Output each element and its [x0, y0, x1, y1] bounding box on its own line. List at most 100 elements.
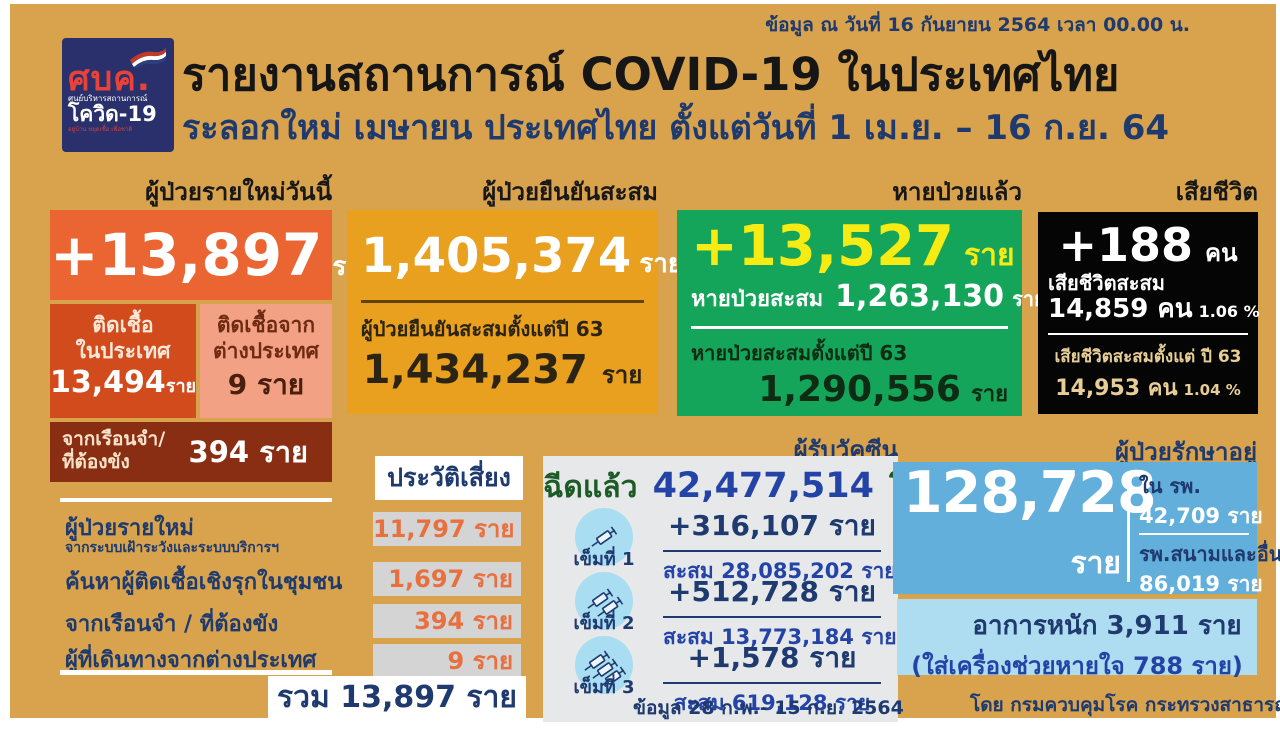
gold-background-panel: ข้อมูล ณ วันที่ 16 กันยายน 2564 เวลา 00.…: [10, 4, 1280, 722]
abroad-label-2: ต่างประเทศ: [213, 339, 319, 363]
dose2-numbers: +512,728 ราย สะสม 13,773,184 ราย: [663, 570, 897, 654]
dose1-label: เข็มที่ 1: [573, 549, 635, 570]
deaths-cum-label: เสียชีวิตสะสม: [1048, 271, 1165, 295]
vaccine-given-label: ฉีดแล้ว: [543, 470, 638, 505]
page-subtitle: ระลอกใหม่ เมษายน ประเทศไทย ตั้งแต่วันที่…: [182, 108, 1170, 148]
new-cases-label: ผู้ป่วยรายใหม่วันนี้: [145, 178, 332, 206]
prison-infections-box: จากเรือนจำ/ ที่ต้องขัง 394 ราย: [50, 422, 332, 482]
divider: [1048, 333, 1248, 335]
treating-value: 128,728: [903, 460, 1157, 526]
divider: [60, 498, 332, 502]
page-title: รายงานสถานการณ์ COVID-19 ในประเทศไทย: [182, 48, 1120, 101]
recovered-cum-value: 1,263,130: [835, 279, 1005, 314]
risk-row-label: จากเรือนจำ / ที่ต้องขัง: [65, 612, 279, 637]
domestic-value: 13,494: [50, 365, 166, 400]
dose3-numbers: +1,578 ราย สะสม 619,128 ราย: [663, 636, 881, 720]
cumulative-label: ผู้ป่วยยืนยันสะสม: [482, 178, 658, 206]
vaccine-panel: ฉีดแล้ว 42,477,514 โดส เข็มที่ 1 +316,10…: [543, 456, 939, 722]
field-hospital-value: 86,019 ราย: [1139, 572, 1263, 596]
abroad-infections-box: ติดเชื้อจาก ต่างประเทศ 9 ราย: [200, 304, 332, 418]
deaths-since63-pct: 1.04 %: [1183, 381, 1241, 399]
dose1-numbers: +316,107 ราย สะสม 28,085,202 ราย: [663, 504, 897, 588]
recovered-unit: ราย: [964, 238, 1015, 273]
dose1-cum: สะสม 28,085,202 ราย: [663, 559, 897, 583]
dose2-label: เข็มที่ 2: [573, 613, 635, 634]
treating-unit: ราย: [1070, 546, 1121, 581]
recovered-label: หายป่วยแล้ว: [892, 178, 1022, 206]
severe-cases-panel: อาการหนัก 3,911 ราย (ใส่เครื่องช่วยหายใจ…: [897, 599, 1257, 680]
domestic-unit: ราย: [165, 376, 197, 397]
thai-flag-ribbon-icon: [130, 48, 166, 68]
vaccine-given-value: 42,477,514: [652, 466, 874, 506]
risk-total: รวม 13,897 ราย: [268, 676, 526, 720]
recovered-since63-unit: ราย: [970, 382, 1008, 407]
domestic-label-1: ติดเชื้อ: [92, 313, 154, 337]
dose1-new: +316,107 ราย: [663, 504, 881, 552]
dose3-label: เข็มที่ 3: [573, 677, 635, 698]
credit-line: โดย กรมควบคุมโรค กระทรวงสาธารณสุข: [970, 694, 1280, 716]
cumulative-unit: ราย: [639, 249, 684, 279]
logo-abbr: ศบค.: [68, 59, 151, 99]
risk-row-label: ผู้ป่วยรายใหม่: [65, 516, 194, 541]
dose3-circle: [575, 636, 633, 694]
domestic-label-2: ในประเทศ: [75, 339, 171, 363]
ventilator-line: (ใส่เครื่องช่วยหายใจ 788 ราย): [911, 652, 1243, 680]
domestic-infections-box: ติดเชื้อ ในประเทศ 13,494ราย: [50, 304, 196, 418]
risk-row-label: ผู้ที่เดินทางจากต่างประเทศ: [65, 648, 317, 673]
risk-row-value: 1,697 ราย: [373, 562, 521, 596]
dose3-new: +1,578 ราย: [663, 636, 881, 684]
new-cases-value: +13,897: [50, 221, 323, 289]
treating-breakdown: ใน รพ. 42,709 ราย รพ.สนามและอื่นๆ 86,019…: [1139, 470, 1280, 598]
prison-label-2: ที่ต้องขัง: [62, 451, 130, 473]
divider: [1139, 533, 1249, 535]
logo-tagline: อยู่บ้าน หยุดเชื้อ เพื่อชาติ: [68, 126, 133, 133]
abroad-value: 9 ราย: [227, 368, 305, 401]
field-hospital-label: รพ.สนามและอื่นๆ: [1139, 542, 1280, 566]
recovered-since63-value: 1,290,556: [758, 369, 961, 410]
deaths-value: +188: [1058, 218, 1194, 272]
ccsa-logo: ศบค. ศูนย์บริหารสถานการณ์ โควิด-19 อยู่บ…: [62, 38, 174, 152]
vaccine-period-note: ข้อมูล 28 ก.พ.- 15 ก.ย. 2564: [633, 697, 904, 719]
recovered-value: +13,527: [691, 214, 955, 279]
risk-row-value: 11,797 ราย: [373, 512, 521, 546]
dose2-circle: [575, 572, 633, 630]
cumulative-since63-label: ผู้ป่วยยืนยันสะสมตั้งแต่ปี 63: [361, 317, 604, 341]
cumulative-value: 1,405,374: [361, 228, 632, 284]
recovered-cum-label: หายป่วยสะสม: [691, 287, 824, 312]
dose3-cum: สะสม 619,128 ราย: [673, 691, 871, 715]
abroad-label-1: ติดเชื้อจาก: [216, 313, 316, 337]
logo-disease-name: โควิด-19: [68, 102, 157, 126]
dose2-new: +512,728 ราย: [663, 570, 881, 618]
deaths-since63-label: เสียชีวิตสะสมตั้งแต่ ปี 63: [1054, 347, 1242, 367]
risk-row-sublabel: จากระบบเฝ้าระวังและระบบบริการฯ: [65, 540, 279, 556]
treating-panel: 128,728 ราย ใน รพ. 42,709 ราย รพ.สนามและ…: [893, 460, 1280, 596]
deaths-unit: คน: [1205, 239, 1238, 267]
dose2-cum: สะสม 13,773,184 ราย: [663, 625, 897, 649]
prison-label-1: จากเรือนจำ/: [62, 428, 166, 450]
deaths-box: +188 คน เสียชีวิตสะสม 14,859 คน 1.06 % เสี…: [1038, 212, 1260, 414]
hospital-value: 42,709 ราย: [1139, 504, 1263, 528]
divider: [691, 326, 1008, 329]
divider: [1127, 474, 1130, 582]
recovered-since63-label: หายป่วยสะสมตั้งแต่ปี 63: [691, 341, 908, 365]
cumulative-since63-unit: ราย: [601, 361, 643, 389]
severe-cases-line: อาการหนัก 3,911 ราย: [972, 611, 1242, 641]
deaths-label: เสียชีวิต: [1175, 178, 1258, 206]
recovered-box: +13,527 ราย หายป่วยสะสม 1,263,130 ราย หายป่…: [677, 210, 1046, 416]
risk-row-value: 9 ราย: [373, 644, 521, 678]
deaths-since63-value: 14,953 คน: [1055, 376, 1178, 401]
risk-row-label: ค้นหาผู้ติดเชื้อเชิงรุกในชุมชน: [65, 570, 343, 595]
data-as-of-note: ข้อมูล ณ วันที่ 16 กันยายน 2564 เวลา 00.…: [765, 14, 1190, 36]
divider: [361, 300, 644, 303]
risk-row-value: 394 ราย: [373, 604, 521, 638]
cumulative-since63-value: 1,434,237: [362, 347, 588, 393]
hospital-label: ใน รพ.: [1139, 474, 1201, 498]
dose1-circle: [575, 508, 633, 566]
treating-label: ผู้ป่วยรักษาอยู่: [1114, 438, 1257, 466]
deaths-cum-value: 14,859 คน: [1048, 294, 1193, 324]
divider: [60, 670, 332, 675]
risk-history-header: ประวัติเสี่ยง: [375, 456, 523, 500]
deaths-cum-pct: 1.06 %: [1198, 302, 1260, 321]
